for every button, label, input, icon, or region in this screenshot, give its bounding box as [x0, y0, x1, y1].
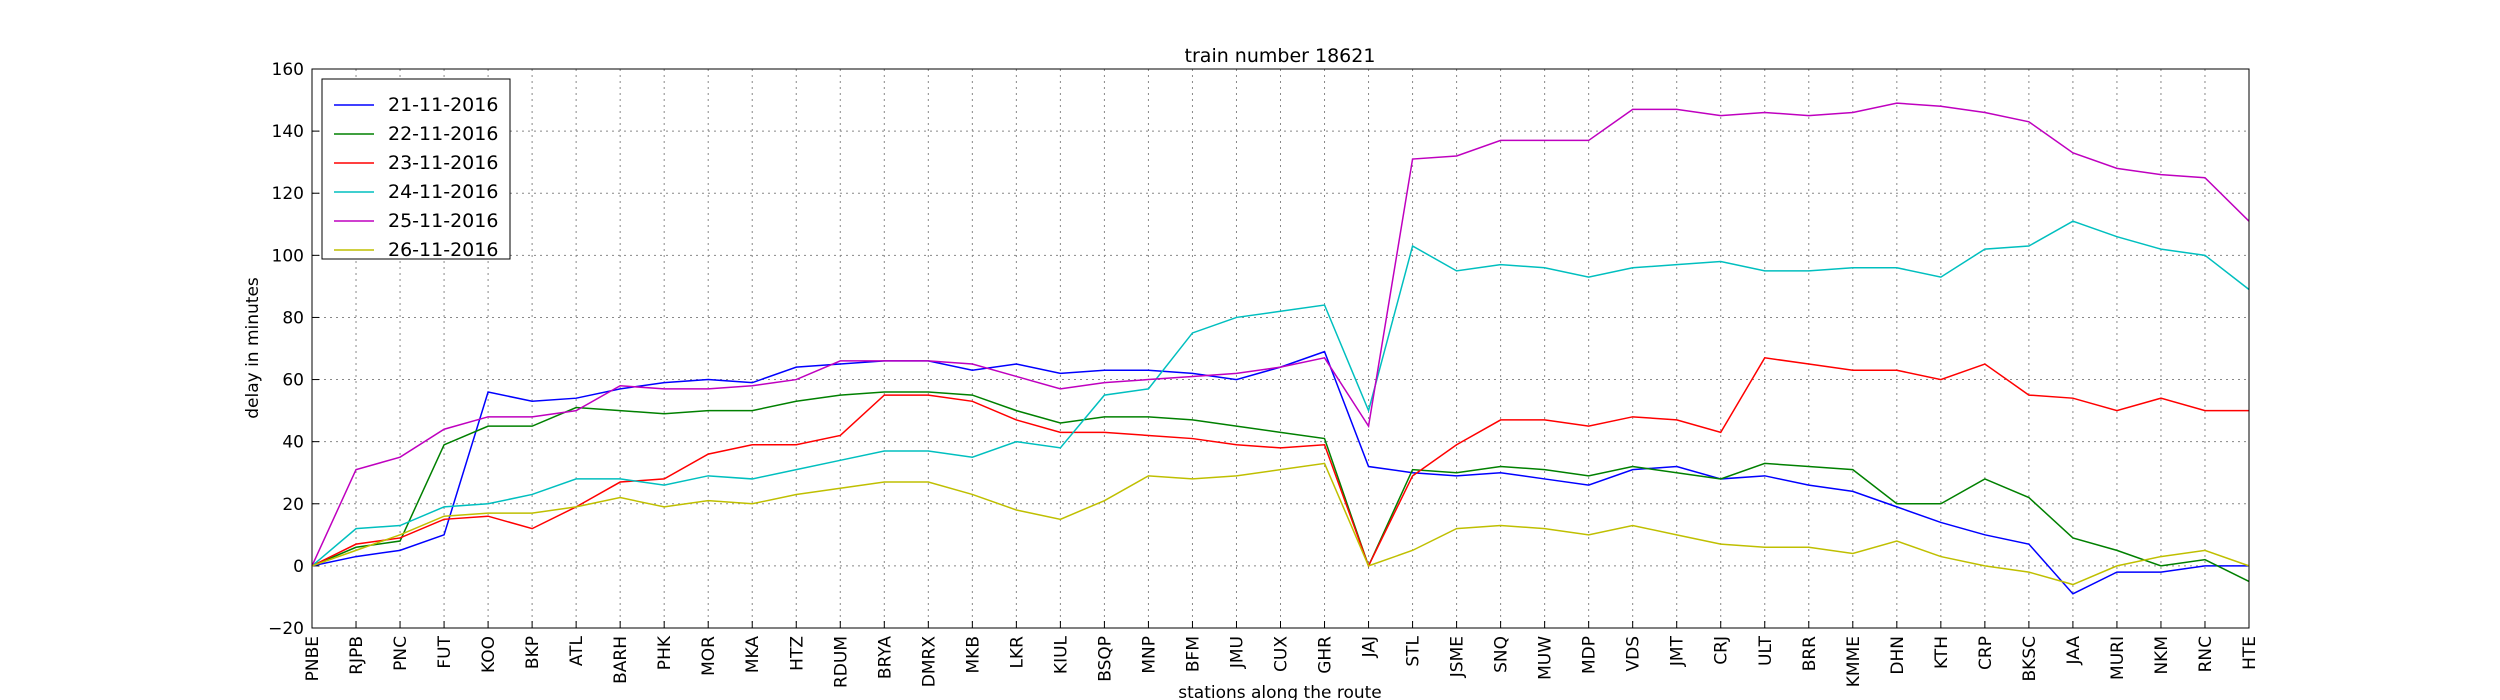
- legend-label: 21-11-2016: [388, 94, 498, 116]
- x-tick-label: BRYA: [875, 636, 895, 679]
- x-tick-label: ULT: [1756, 635, 1776, 666]
- chart-title: train number 18621: [1185, 45, 1376, 67]
- x-tick-label: HTE: [2240, 636, 2260, 670]
- y-tick-label: 80: [282, 308, 304, 328]
- x-tick-label: BKP: [523, 636, 543, 669]
- x-tick-label: BSQP: [1095, 636, 1115, 682]
- x-tick-label: LKR: [1007, 636, 1027, 669]
- x-tick-label: PNC: [391, 636, 411, 671]
- y-tick-label: −20: [268, 619, 304, 639]
- x-tick-label: HTZ: [787, 636, 807, 671]
- x-tick-label: PHK: [655, 635, 675, 670]
- x-tick-label: KMME: [1844, 636, 1864, 687]
- x-tick-label: STL: [1404, 635, 1424, 666]
- x-tick-label: KTH: [1932, 636, 1952, 669]
- x-tick-label: MOR: [699, 636, 719, 676]
- x-tick-label: MURI: [2108, 636, 2128, 680]
- legend-label: 25-11-2016: [388, 210, 498, 232]
- y-tick-label: 160: [272, 60, 304, 80]
- x-tick-label: ATL: [567, 635, 587, 666]
- legend-box: [321, 78, 511, 260]
- y-tick-label: 100: [272, 246, 304, 266]
- y-tick-label: 40: [282, 433, 304, 453]
- x-tick-label: BFM: [1183, 636, 1203, 672]
- x-tick-label: CRJ: [1712, 636, 1732, 665]
- x-axis-label: stations along the route: [1178, 683, 1382, 700]
- x-tick-label: RDUM: [831, 636, 851, 688]
- plot-frame: [311, 68, 2250, 629]
- x-tick-label: JMT: [1668, 635, 1688, 667]
- x-tick-label: JMU: [1227, 636, 1247, 669]
- x-tick-label: DMRX: [919, 636, 939, 688]
- y-axis-label: delay in minutes: [243, 277, 263, 419]
- series-line: [311, 220, 2250, 567]
- x-tick-label: MDP: [1580, 636, 1600, 674]
- y-tick-label: 120: [272, 184, 304, 204]
- legend-label: 26-11-2016: [388, 239, 498, 261]
- x-tick-label: GHR: [1316, 636, 1336, 674]
- x-tick-label: PNBE: [303, 636, 323, 681]
- x-tick-label: KOO: [479, 636, 499, 673]
- x-tick-label: NKM: [2152, 636, 2172, 675]
- y-tick-label: 140: [272, 122, 304, 142]
- x-tick-label: RJPB: [347, 636, 367, 675]
- legend-label: 24-11-2016: [388, 181, 498, 203]
- x-tick-label: JSME: [1448, 636, 1468, 678]
- x-tick-label: SNQ: [1492, 636, 1512, 673]
- series-line: [311, 462, 2250, 586]
- series-line: [311, 102, 2250, 567]
- x-tick-label: MUW: [1536, 636, 1556, 680]
- y-tick-label: 60: [282, 371, 304, 391]
- x-tick-label: JAA: [2064, 636, 2084, 666]
- x-tick-label: VDS: [1624, 636, 1644, 672]
- x-tick-label: MKB: [963, 636, 983, 673]
- x-tick-label: MKA: [743, 636, 763, 674]
- x-tick-label: RNC: [2196, 636, 2216, 672]
- y-tick-label: 0: [293, 557, 304, 577]
- x-tick-label: BKSC: [2020, 636, 2040, 681]
- x-tick-label: BRR: [1800, 636, 1820, 671]
- y-tick-label: 20: [282, 495, 304, 515]
- series-line: [311, 391, 2250, 583]
- legend-label: 23-11-2016: [388, 152, 498, 174]
- x-tick-label: BARH: [611, 636, 631, 684]
- x-tick-label: DHN: [1888, 636, 1908, 675]
- x-tick-label: FUT: [435, 635, 455, 668]
- x-tick-label: CRP: [1976, 636, 1996, 670]
- x-tick-label: MNP: [1139, 636, 1159, 674]
- series-line: [311, 357, 2249, 568]
- x-tick-label: KIUL: [1051, 635, 1071, 674]
- x-tick-label: JAJ: [1360, 636, 1380, 658]
- legend-label: 22-11-2016: [388, 123, 498, 145]
- x-tick-label: CUX: [1272, 636, 1292, 672]
